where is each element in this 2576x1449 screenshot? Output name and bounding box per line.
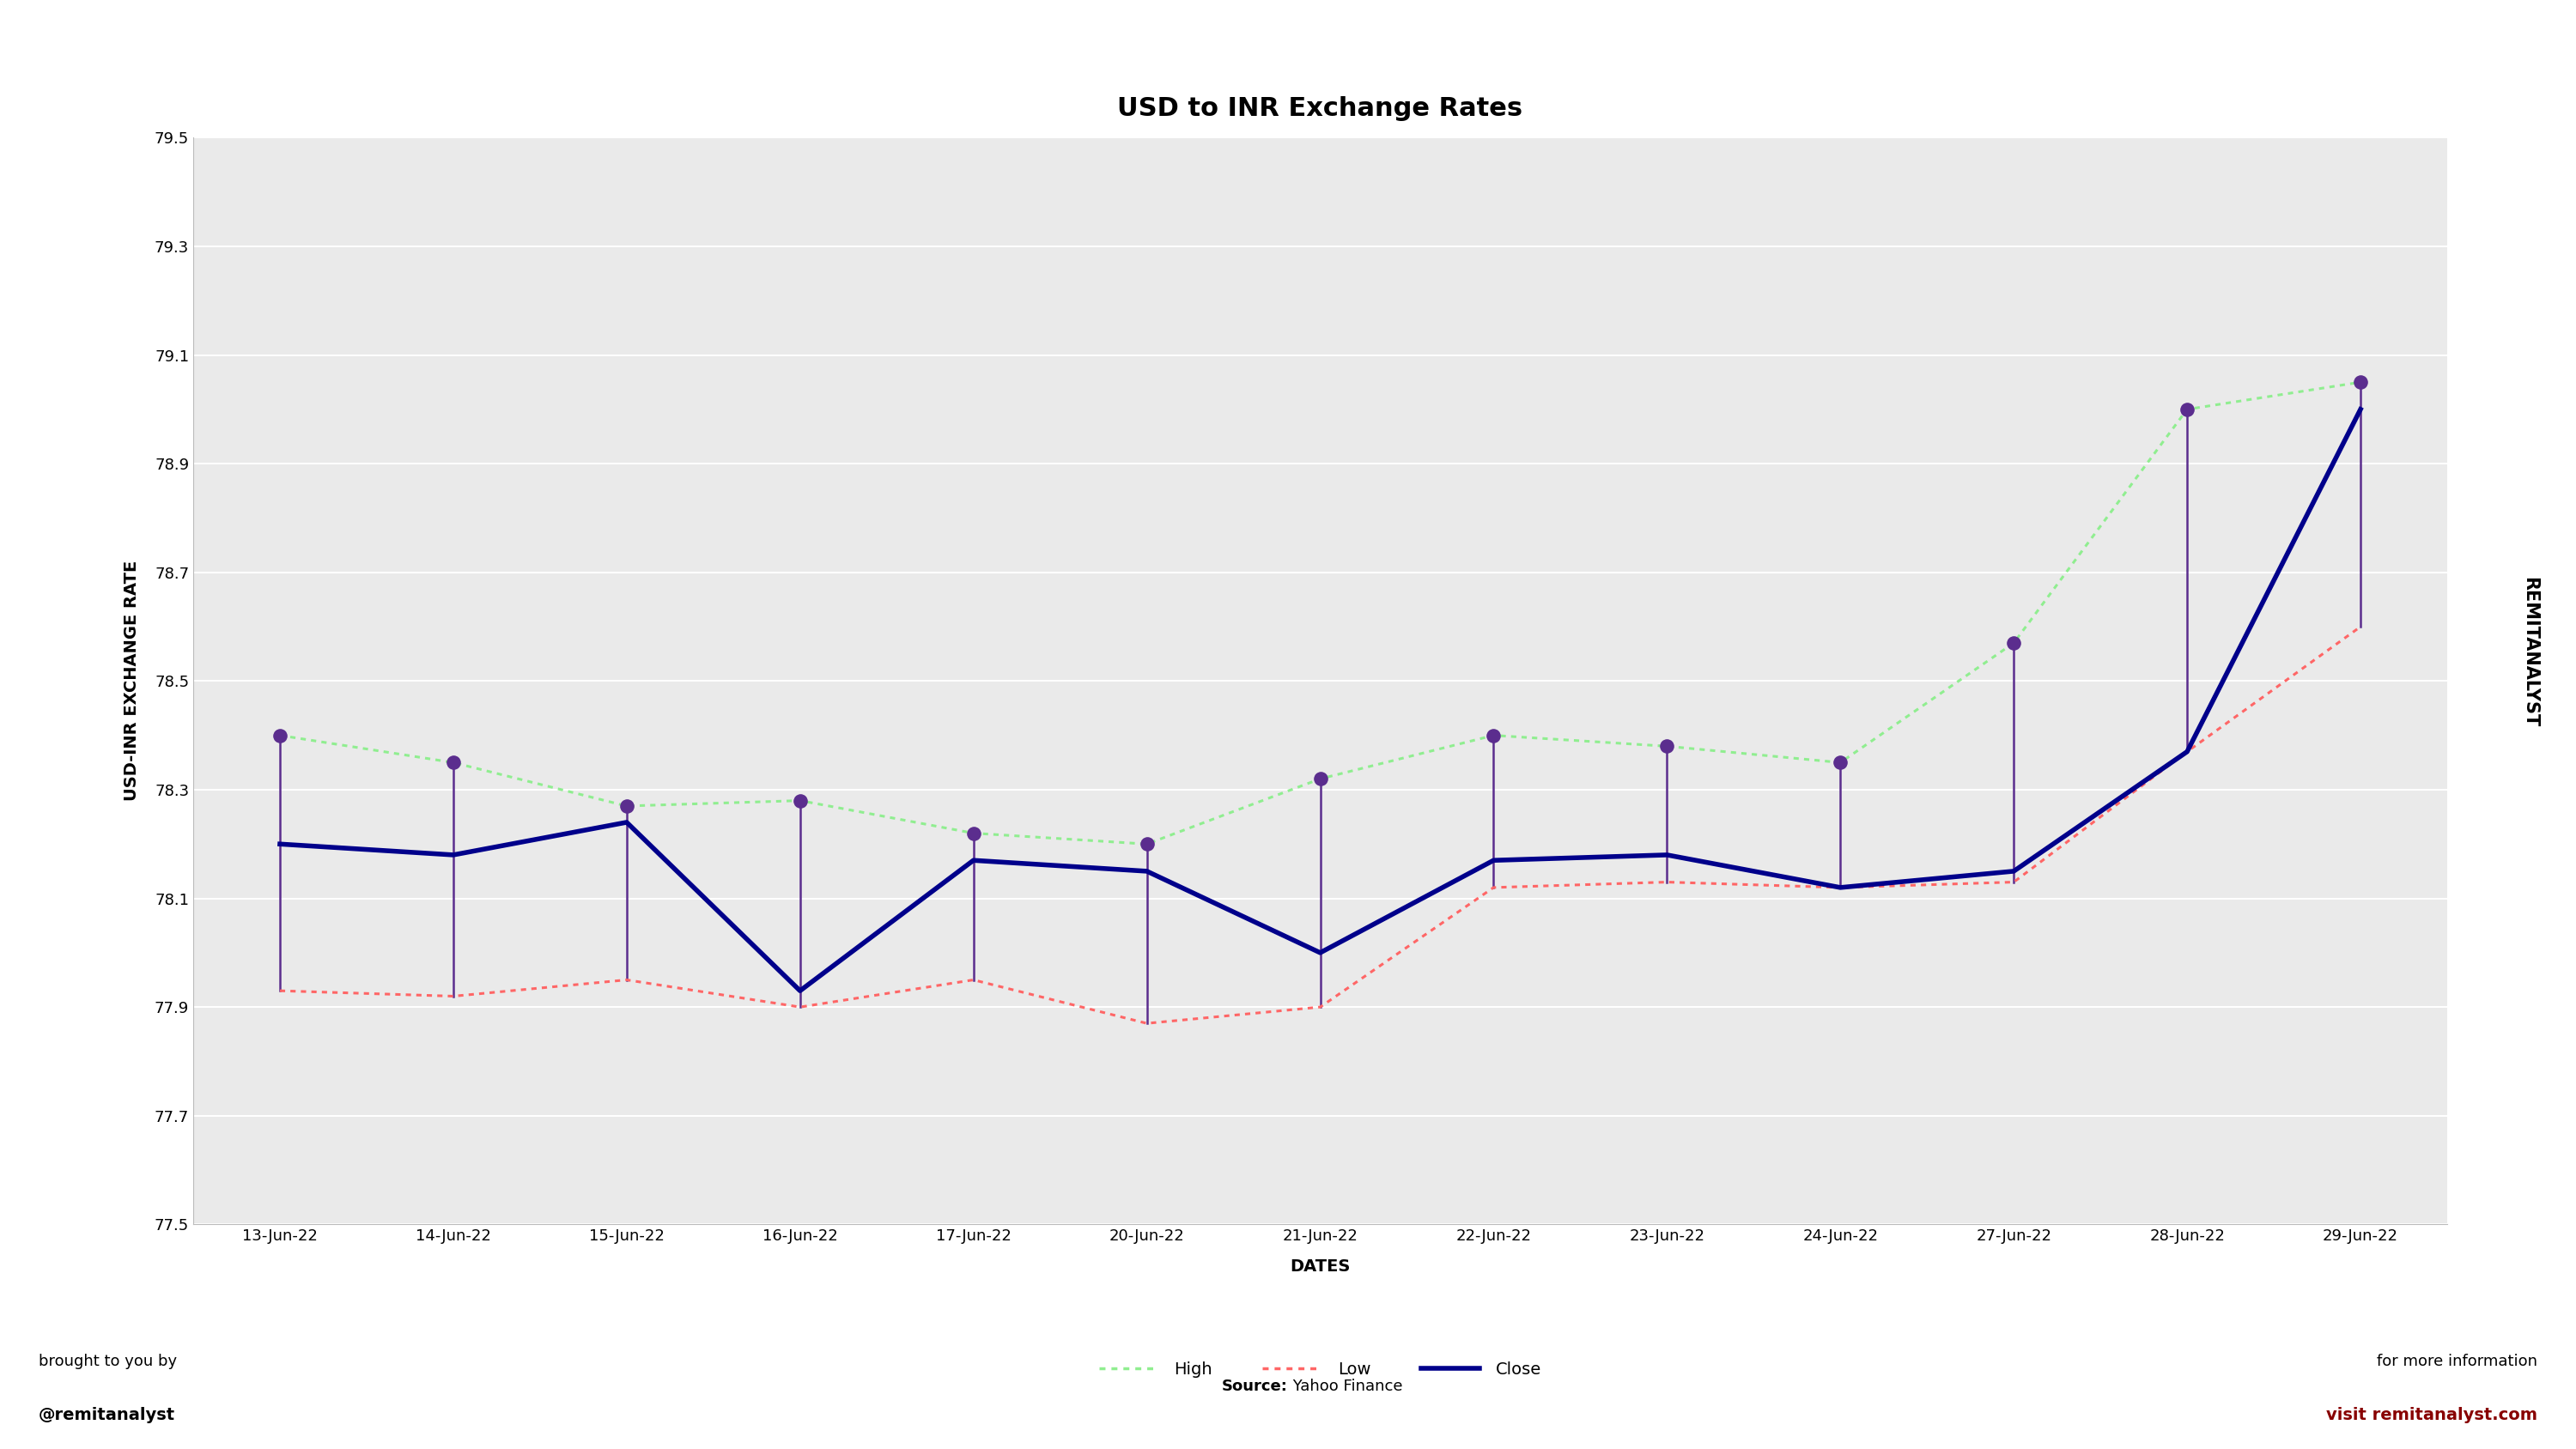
Point (1298, 768, 1340, 791)
Point (953, 822, 994, 845)
Text: @remitanalyst: @remitanalyst (39, 1407, 175, 1423)
Text: Yahoo Finance: Yahoo Finance (1288, 1378, 1401, 1394)
Point (1473, 723, 1515, 746)
Text: REMITANALYST: REMITANALYST (2522, 577, 2537, 727)
Legend: High, Low, Close: High, Low, Close (1092, 1355, 1548, 1384)
Text: brought to you by: brought to you by (39, 1353, 178, 1369)
X-axis label: DATES: DATES (1291, 1258, 1350, 1275)
Point (1819, 751, 1860, 774)
Title: USD to INR Exchange Rates: USD to INR Exchange Rates (1118, 97, 1522, 122)
Point (781, 790, 822, 813)
Point (605, 794, 647, 817)
Text: visit remitanalyst.com: visit remitanalyst.com (2326, 1407, 2537, 1423)
Point (1646, 735, 1687, 758)
Point (1126, 833, 1167, 856)
Point (2166, 398, 2208, 422)
Point (1994, 632, 2035, 655)
Point (2339, 371, 2380, 394)
Point (260, 723, 301, 746)
Y-axis label: USD-INR EXCHANGE RATE: USD-INR EXCHANGE RATE (124, 561, 139, 801)
Text: Source:: Source: (1221, 1378, 1288, 1394)
Text: for more information: for more information (2378, 1353, 2537, 1369)
Point (433, 751, 474, 774)
